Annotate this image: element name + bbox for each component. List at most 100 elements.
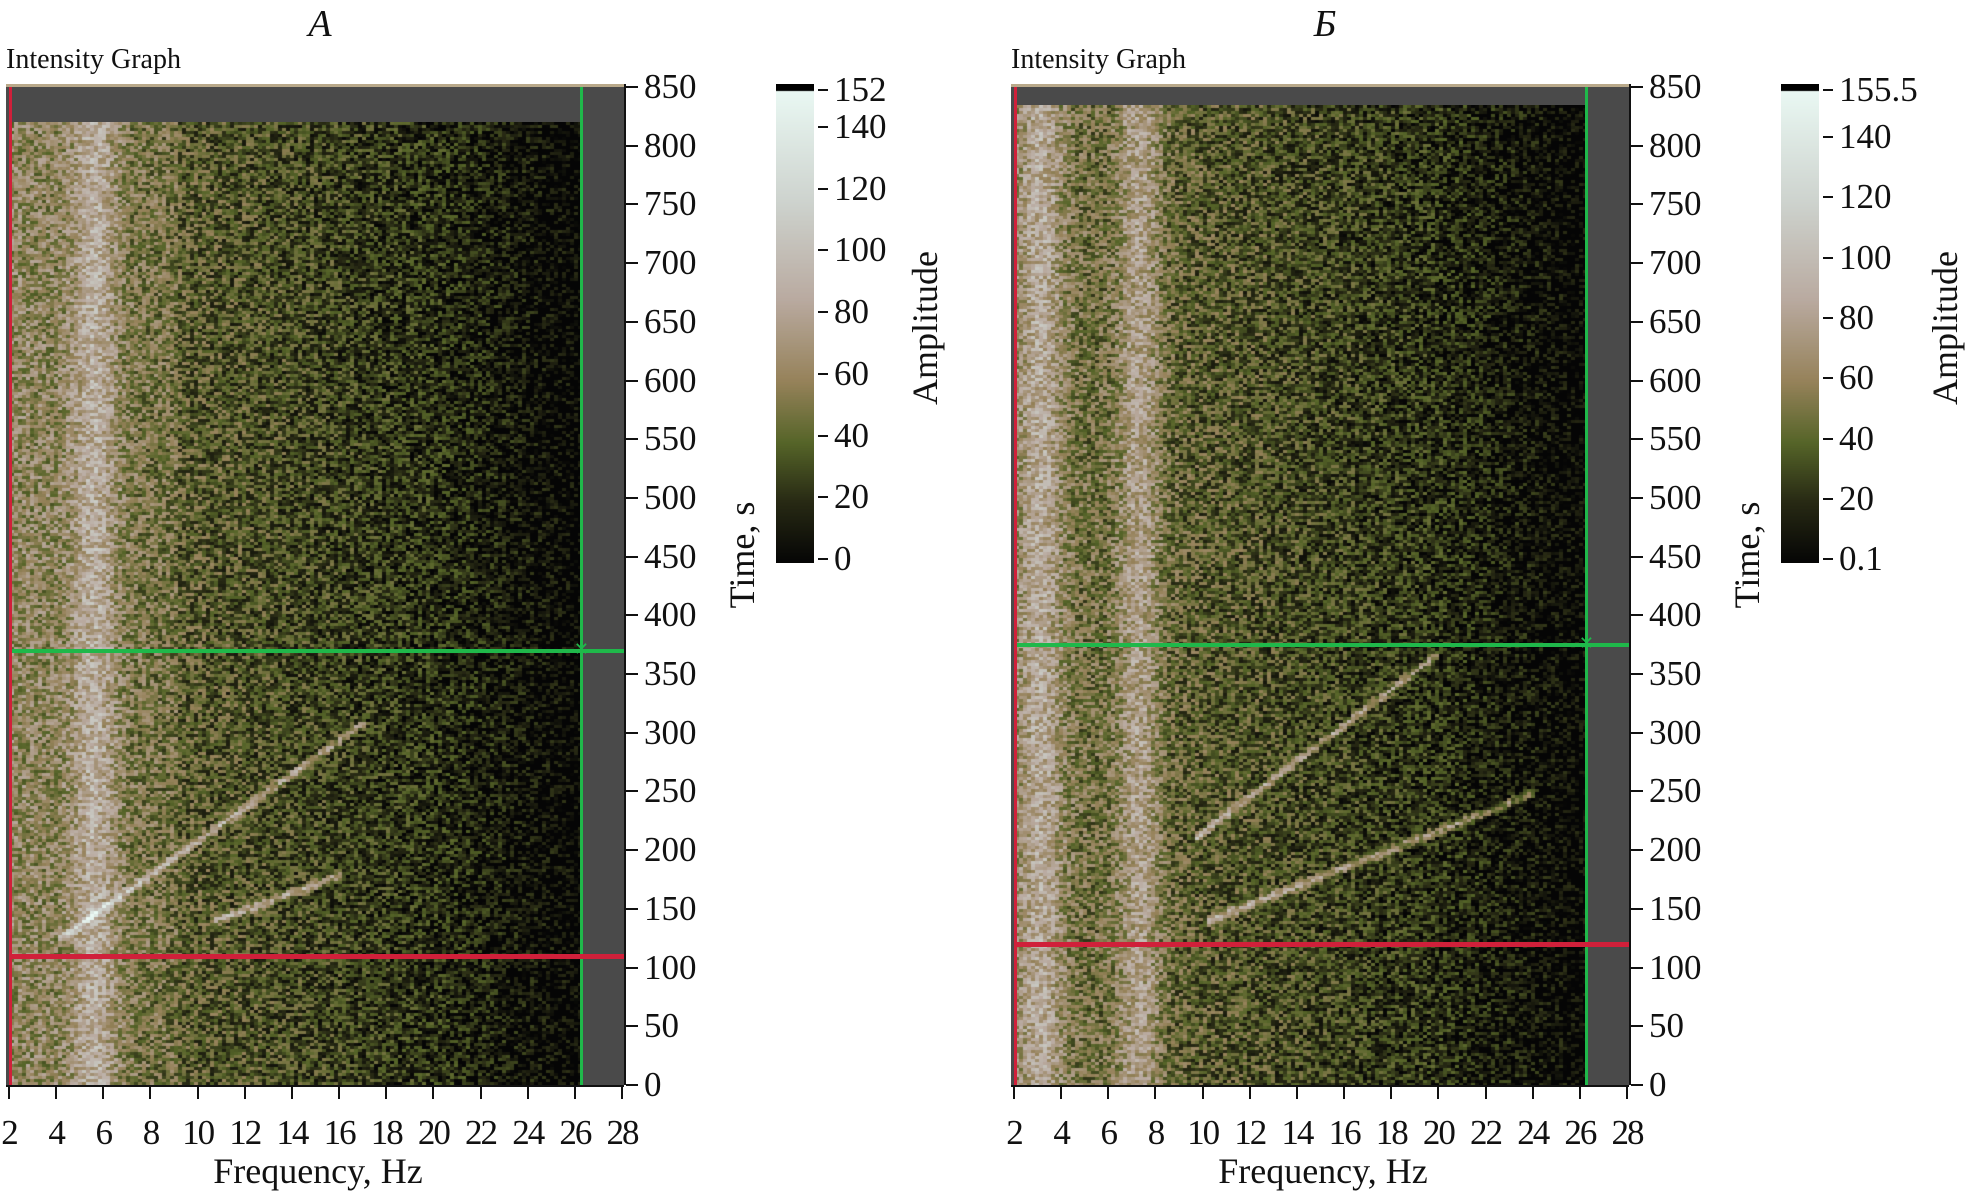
- x-tick-label: 18: [1375, 1113, 1409, 1152]
- colorbar-tick-label: 0.1: [1839, 539, 1883, 578]
- y-tick: [1631, 379, 1643, 382]
- colorbar-tick-label: 20: [1839, 478, 1874, 518]
- y-tick: [1631, 203, 1643, 206]
- y-axis-line: [1629, 84, 1631, 1085]
- panel-label: Б: [1313, 3, 1337, 45]
- colorbar-tick-label: 20: [834, 477, 869, 517]
- y-tick-label: 200: [644, 830, 697, 870]
- green-cursor-vertical[interactable]: [1585, 87, 1589, 1085]
- y-tick: [1631, 438, 1643, 441]
- colorbar-tick-label: 155.5: [1839, 70, 1918, 109]
- green-cursor-marker[interactable]: ✕: [573, 638, 589, 660]
- x-tick: [1437, 1087, 1440, 1099]
- y-tick-label: 250: [644, 771, 697, 811]
- y-tick: [626, 379, 638, 382]
- green-cursor-vertical[interactable]: [580, 87, 584, 1085]
- x-tick: [290, 1087, 293, 1099]
- x-tick: [243, 1087, 246, 1099]
- colorbar-tick-label: 80: [834, 292, 869, 332]
- x-tick-label: 8: [1147, 1113, 1165, 1152]
- x-tick-label: 2: [1006, 1113, 1023, 1152]
- colorbar-tick: [1823, 497, 1833, 500]
- x-tick-label: 28: [1611, 1113, 1645, 1152]
- green-cursor-horizontal[interactable]: [9, 648, 624, 653]
- colorbar-tick: [1823, 316, 1833, 319]
- y-tick: [1631, 496, 1643, 499]
- x-tick: [385, 1087, 388, 1099]
- x-tick: [1578, 1087, 1581, 1099]
- colorbar-tick: [1823, 89, 1833, 91]
- y-tick: [1631, 320, 1643, 323]
- colorbar-tick-label: 60: [1839, 358, 1874, 398]
- x-tick: [55, 1087, 58, 1099]
- y-tick-label: 500: [644, 477, 697, 517]
- x-tick: [1201, 1087, 1204, 1099]
- y-tick-label: 350: [644, 654, 697, 694]
- colorbar: [776, 84, 814, 563]
- colorbar-tick-label: 40: [834, 415, 869, 455]
- colorbar-tick: [818, 372, 828, 375]
- y-tick: [626, 555, 638, 558]
- x-tick-label: 6: [95, 1113, 113, 1152]
- colorbar-tick-label: 120: [1839, 177, 1892, 217]
- y-tick: [1631, 144, 1643, 147]
- colorbar-tick: [1823, 196, 1833, 199]
- x-axis-label: Frequency, Hz: [213, 1151, 423, 1191]
- y-tick: [626, 203, 638, 206]
- y-tick: [626, 144, 638, 147]
- y-tick-label: 600: [1649, 360, 1702, 400]
- red-cursor-horizontal[interactable]: [9, 953, 624, 959]
- y-tick: [626, 907, 638, 910]
- colorbar-tick: [818, 249, 828, 252]
- red-cursor-horizontal[interactable]: [1014, 942, 1629, 948]
- y-tick-label: 450: [644, 536, 697, 576]
- x-tick-label: 4: [48, 1113, 65, 1152]
- x-tick: [8, 1087, 10, 1099]
- y-tick: [1631, 1025, 1643, 1028]
- y-tick-label: 300: [644, 712, 697, 752]
- colorbar-tick-label: 152: [834, 70, 887, 109]
- x-tick-label: 28: [606, 1113, 640, 1152]
- colorbar-tick: [1823, 437, 1833, 440]
- x-tick-label: 16: [323, 1113, 357, 1152]
- x-tick: [1343, 1087, 1346, 1099]
- x-tick: [573, 1087, 576, 1099]
- y-tick-label: 500: [1649, 477, 1702, 517]
- x-tick-label: 26: [1564, 1113, 1597, 1152]
- x-tick-label: 24: [512, 1113, 545, 1152]
- y-axis-label: Time, s: [1727, 501, 1767, 609]
- y-tick-label: 200: [1649, 830, 1702, 870]
- red-cursor-vertical[interactable]: [9, 87, 13, 1085]
- spectrogram-image: [1015, 104, 1587, 1085]
- green-cursor-horizontal[interactable]: [1014, 642, 1629, 647]
- x-tick-label: 20: [1422, 1113, 1456, 1152]
- x-tick: [1531, 1087, 1534, 1099]
- x-tick: [1060, 1087, 1063, 1099]
- y-axis-line: [624, 84, 626, 1085]
- x-tick: [1013, 1087, 1015, 1099]
- x-tick-label: 12: [229, 1113, 262, 1152]
- panel-a: А Intensity Graph ✕ 0 50 100 150 200 250 300 350 40…: [1, 3, 945, 1191]
- y-tick-label: 50: [644, 1006, 679, 1046]
- x-tick-label: 14: [1281, 1113, 1314, 1152]
- x-tick: [1295, 1087, 1298, 1099]
- green-cursor-marker[interactable]: ✕: [1578, 632, 1594, 654]
- y-tick-label: 0: [1649, 1065, 1667, 1104]
- y-tick-label: 650: [644, 301, 697, 341]
- y-tick-label: 750: [644, 184, 697, 224]
- y-tick-label: 400: [1649, 595, 1702, 635]
- y-tick-label: 850: [644, 67, 697, 106]
- x-tick-label: 16: [1328, 1113, 1362, 1152]
- y-tick: [1631, 614, 1643, 617]
- red-cursor-vertical[interactable]: [1014, 87, 1018, 1085]
- x-tick-label: 22: [465, 1113, 498, 1152]
- x-tick-label: 8: [142, 1113, 160, 1152]
- x-tick: [432, 1087, 435, 1099]
- y-tick-label: 700: [1649, 243, 1702, 283]
- x-tick-label: 14: [276, 1113, 309, 1152]
- y-tick-label: 50: [1649, 1006, 1684, 1046]
- x-tick: [1390, 1087, 1393, 1099]
- x-tick-label: 18: [370, 1113, 404, 1152]
- y-tick-label: 550: [644, 419, 697, 459]
- graph-title: Intensity Graph: [6, 44, 181, 75]
